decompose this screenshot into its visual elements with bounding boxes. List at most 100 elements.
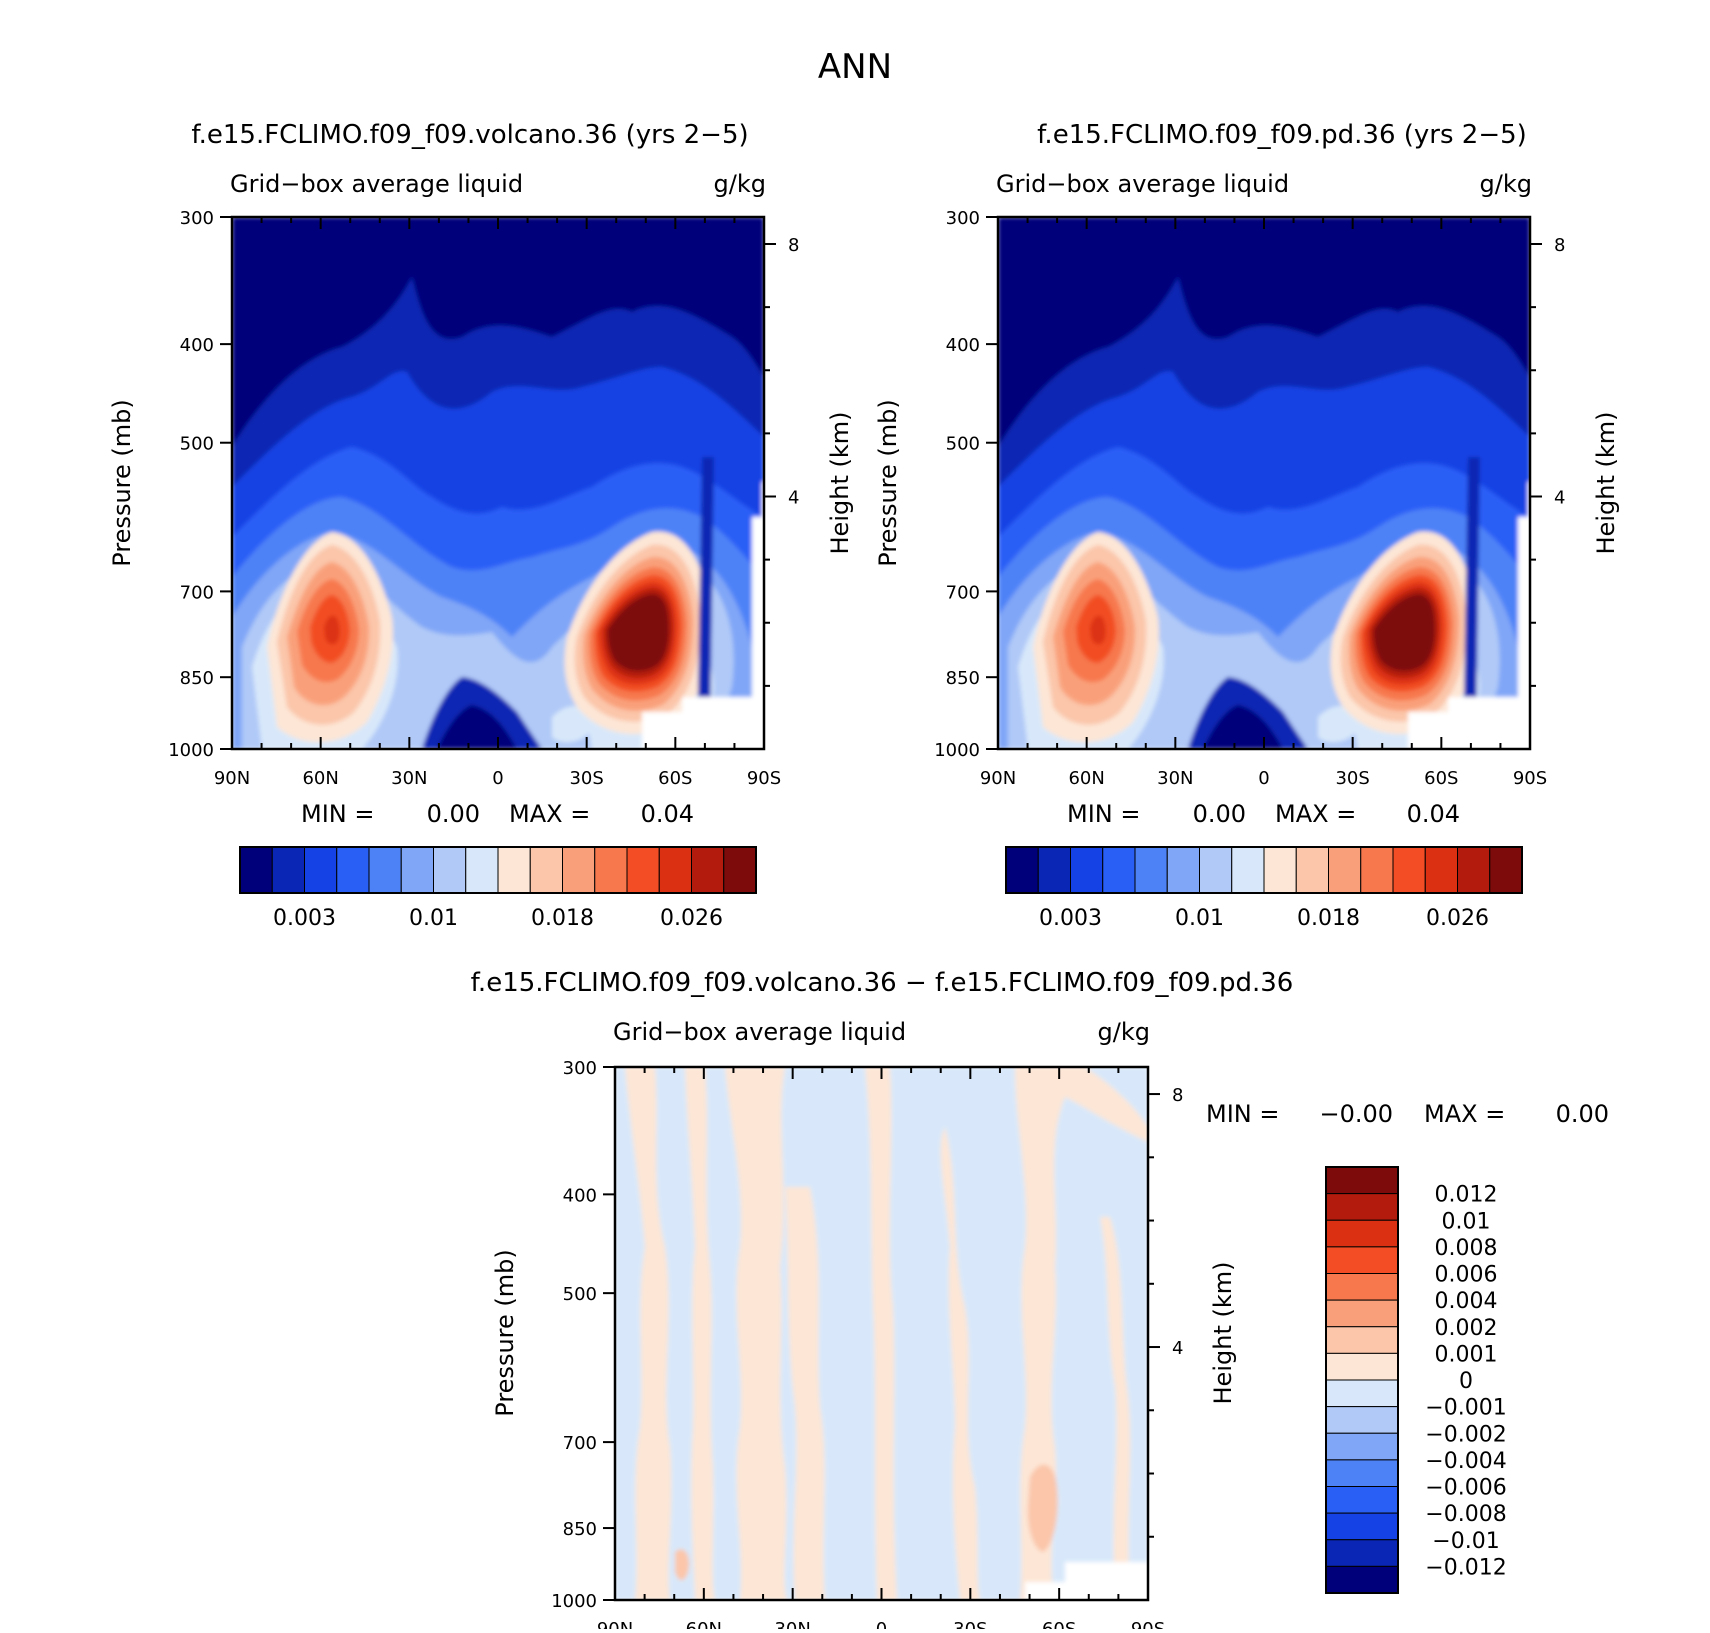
x-tick-label: 30N — [1157, 768, 1193, 789]
x-tick-label: 60S — [1042, 1619, 1076, 1629]
colorbar-swatch — [1392, 846, 1426, 894]
x-tick-label: 0 — [492, 768, 503, 789]
y-tick-label: 1000 — [551, 1591, 597, 1612]
y-tick-label: 700 — [946, 582, 980, 603]
y-tick-label: 850 — [180, 668, 214, 689]
contour-field — [615, 1067, 1148, 1600]
colorbar-swatch — [1325, 1219, 1399, 1248]
y-tick-label: 500 — [946, 434, 980, 455]
x-tick-label: 90S — [747, 768, 781, 789]
y-tick-label: 1000 — [168, 740, 214, 761]
panel-title: f.e15.FCLIMO.f09_f09.volcano.36 (yrs 2−5… — [191, 120, 748, 150]
colorbar-swatch — [691, 846, 725, 894]
colorbar-label: −0.002 — [1425, 1422, 1506, 1447]
x-tick-label: 90S — [1513, 768, 1547, 789]
max-label: MAX = — [509, 800, 590, 828]
y-tick-label: 300 — [563, 1058, 597, 1079]
colorbar-label: 0.006 — [1435, 1263, 1498, 1288]
colorbar-swatch — [1328, 846, 1362, 894]
min-label: MIN = — [1206, 1100, 1279, 1128]
x-tick-label: 60S — [658, 768, 692, 789]
colorbar-swatch — [1231, 846, 1265, 894]
panel-volcano: f.e15.FCLIMO.f09_f09.volcano.36 (yrs 2−5… — [108, 120, 854, 931]
colorbar-swatch — [1166, 846, 1200, 894]
colorbar-swatch — [304, 846, 338, 894]
min-value: 0.00 — [1193, 800, 1246, 828]
colorbar-label: 0 — [1459, 1369, 1473, 1394]
colorbar-swatch — [271, 846, 305, 894]
units-label: g/kg — [1098, 1018, 1150, 1046]
colorbar-swatch — [1360, 846, 1394, 894]
colorbar-swatch — [1424, 846, 1458, 894]
x-tick-label: 0 — [876, 1619, 887, 1629]
colorbar-swatch — [1325, 1299, 1399, 1328]
colorbar-swatch — [1263, 846, 1297, 894]
colorbar-swatch — [1134, 846, 1168, 894]
y-tick-label: 500 — [563, 1284, 597, 1305]
colorbar-frame — [1325, 1166, 1399, 1594]
panel-title: f.e15.FCLIMO.f09_f09.pd.36 (yrs 2−5) — [1037, 120, 1527, 150]
colorbar-label: −0.01 — [1432, 1529, 1499, 1554]
colorbar-swatch — [1325, 1273, 1399, 1301]
y-tick-label: 1000 — [934, 740, 980, 761]
y-tick-label: 400 — [180, 335, 214, 356]
colorbar-swatch — [1489, 846, 1523, 894]
colorbar-swatch — [1325, 1459, 1399, 1487]
min-label: MIN = — [1067, 800, 1140, 828]
x-tick-label: 90S — [1131, 1619, 1165, 1629]
colorbar-label: −0.004 — [1425, 1449, 1506, 1474]
colorbar-swatch — [1325, 1246, 1399, 1274]
colorbar-swatch — [658, 846, 692, 894]
colorbar-swatch — [1457, 846, 1491, 894]
colorbar-swatch — [1199, 846, 1233, 894]
y2-tick-label: 4 — [1554, 488, 1565, 509]
variable-name: Grid−box average liquid — [613, 1018, 906, 1046]
colorbar-swatch — [1325, 1166, 1399, 1195]
panel-pd: f.e15.FCLIMO.f09_f09.pd.36 (yrs 2−5) Gri… — [874, 120, 1620, 931]
y2-tick-label: 4 — [788, 488, 799, 509]
contour-field — [232, 217, 764, 749]
y-tick-label: 400 — [563, 1185, 597, 1206]
y-tick-label: 300 — [946, 208, 980, 229]
colorbar-label: −0.001 — [1425, 1396, 1506, 1421]
colorbar-swatch — [497, 846, 531, 894]
colorbar-swatch — [1037, 846, 1071, 894]
y2-tick-label: 8 — [1172, 1085, 1183, 1106]
colorbar-swatch — [1325, 1326, 1399, 1354]
colorbar-swatch — [594, 846, 628, 894]
panel-title: f.e15.FCLIMO.f09_f09.volcano.36 − f.e15.… — [471, 968, 1294, 998]
figure-title: ANN — [818, 47, 892, 87]
colorbar-label: 0.018 — [1297, 906, 1360, 931]
colorbar-label: 0.026 — [1426, 906, 1489, 931]
colorbar-label: 0.018 — [531, 906, 594, 931]
y-tick-label: 700 — [563, 1433, 597, 1454]
colorbar-swatch — [400, 846, 434, 894]
colorbar-swatch — [723, 846, 757, 894]
y2-tick-label: 4 — [1172, 1338, 1183, 1359]
colorbar-label: 0.01 — [1442, 1209, 1491, 1234]
max-label: MAX = — [1424, 1100, 1505, 1128]
min-value: −0.00 — [1319, 1100, 1393, 1128]
panel-difference: f.e15.FCLIMO.f09_f09.volcano.36 − f.e15.… — [471, 968, 1609, 1633]
colorbar-swatch — [529, 846, 563, 894]
colorbar-swatch — [1102, 846, 1136, 894]
min-value: 0.00 — [427, 800, 480, 828]
max-value: 0.00 — [1556, 1100, 1609, 1128]
colorbar-swatch — [1325, 1379, 1399, 1408]
colorbar-swatch — [1070, 846, 1104, 894]
x-tick-label: 90N — [597, 1619, 633, 1629]
colorbar-label: 0.026 — [660, 906, 723, 931]
colorbar-swatch — [239, 846, 273, 894]
colorbar-swatch — [1325, 1565, 1399, 1594]
y-axis-label: Pressure (mb) — [874, 399, 902, 566]
y-tick-label: 500 — [180, 434, 214, 455]
y-tick-label: 400 — [946, 335, 980, 356]
colorbar-swatch — [1295, 846, 1329, 894]
contour-field — [998, 217, 1530, 749]
x-tick-label: 90N — [980, 768, 1016, 789]
min-label: MIN = — [301, 800, 374, 828]
x-tick-label: 30S — [569, 768, 603, 789]
colorbar-swatch — [368, 846, 402, 894]
colorbar-label: 0.002 — [1435, 1316, 1498, 1341]
